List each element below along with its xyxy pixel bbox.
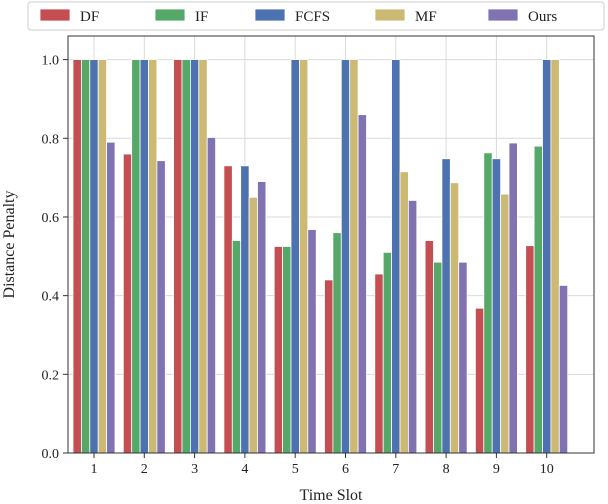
bar-if-2 [132,60,140,453]
x-tick-label: 7 [392,462,399,477]
bar-if-10 [534,146,542,453]
x-tick-label: 3 [191,462,198,477]
bar-fcfs-1 [90,60,98,453]
bar-if-7 [383,252,391,453]
bar-df-4 [224,166,232,453]
y-tick-label: 0.2 [42,368,60,383]
legend-label-mf: MF [415,9,437,25]
y-axis-label: Distance Penalty [1,191,18,299]
bars [73,60,568,453]
legend-label-ours: Ours [528,9,557,25]
bar-if-6 [333,233,341,453]
bar-ours-2 [157,161,165,453]
legend: DF IF FCFS MF Ours [28,2,604,30]
bar-fcfs-7 [392,60,400,453]
bar-mf-9 [501,194,509,453]
bar-df-3 [174,60,182,453]
bar-fcfs-9 [492,159,500,453]
y-tick-label: 0.6 [42,211,60,226]
y-tick-label: 0.4 [42,290,60,305]
x-tick-label: 2 [141,462,148,477]
bar-df-1 [73,60,81,453]
bar-mf-2 [149,60,157,453]
bar-mf-3 [199,60,207,453]
y-tick-label: 0.8 [42,132,60,147]
legend-swatch-df [40,9,70,21]
y-tick-label: 0.0 [42,447,60,462]
bar-mf-4 [249,197,257,453]
x-tick-label: 9 [493,462,500,477]
bar-ours-1 [107,142,115,453]
bar-fcfs-3 [190,60,198,453]
bar-mf-5 [299,60,307,453]
legend-label-if: IF [195,9,208,25]
bar-fcfs-4 [241,166,249,453]
bar-df-10 [526,246,534,453]
bar-mf-1 [98,60,106,453]
legend-label-df: DF [80,9,99,25]
x-tick-label: 5 [292,462,299,477]
bar-ours-7 [408,200,416,453]
bar-if-1 [81,60,89,453]
legend-label-fcfs: FCFS [295,9,330,25]
bar-if-9 [484,153,492,453]
bar-ours-3 [207,137,215,453]
x-axis-label: Time Slot [300,487,364,504]
x-tick-label: 10 [540,462,554,477]
bar-df-7 [375,274,383,453]
bar-df-6 [325,280,333,453]
bar-ours-6 [358,115,366,453]
bar-ours-4 [258,182,266,453]
bar-fcfs-8 [442,159,450,453]
bar-ours-10 [559,285,567,453]
bar-mf-10 [551,60,559,453]
bar-ours-8 [459,262,467,453]
bar-df-5 [274,246,282,453]
bar-if-4 [232,241,240,453]
bar-mf-7 [400,172,408,453]
bar-fcfs-5 [291,60,299,453]
bar-ours-9 [509,143,517,453]
bar-if-5 [283,246,291,453]
bar-df-9 [475,308,483,453]
y-tick-label: 1.0 [42,54,60,69]
bar-fcfs-10 [543,60,551,453]
bar-mf-6 [350,60,358,453]
bar-df-2 [123,154,131,453]
bar-if-3 [182,60,190,453]
bar-ours-5 [308,230,316,453]
x-tick-label: 4 [241,462,248,477]
legend-swatch-mf [375,9,405,21]
bar-mf-8 [450,183,458,453]
x-tick-label: 6 [342,462,349,477]
legend-swatch-if [155,9,185,21]
x-tick-label: 8 [443,462,450,477]
bar-if-8 [434,262,442,453]
bar-fcfs-2 [140,60,148,453]
bar-fcfs-6 [341,60,349,453]
bar-df-8 [425,241,433,453]
legend-swatch-fcfs [255,9,285,21]
legend-swatch-ours [488,9,518,21]
x-tick-label: 1 [91,462,98,477]
